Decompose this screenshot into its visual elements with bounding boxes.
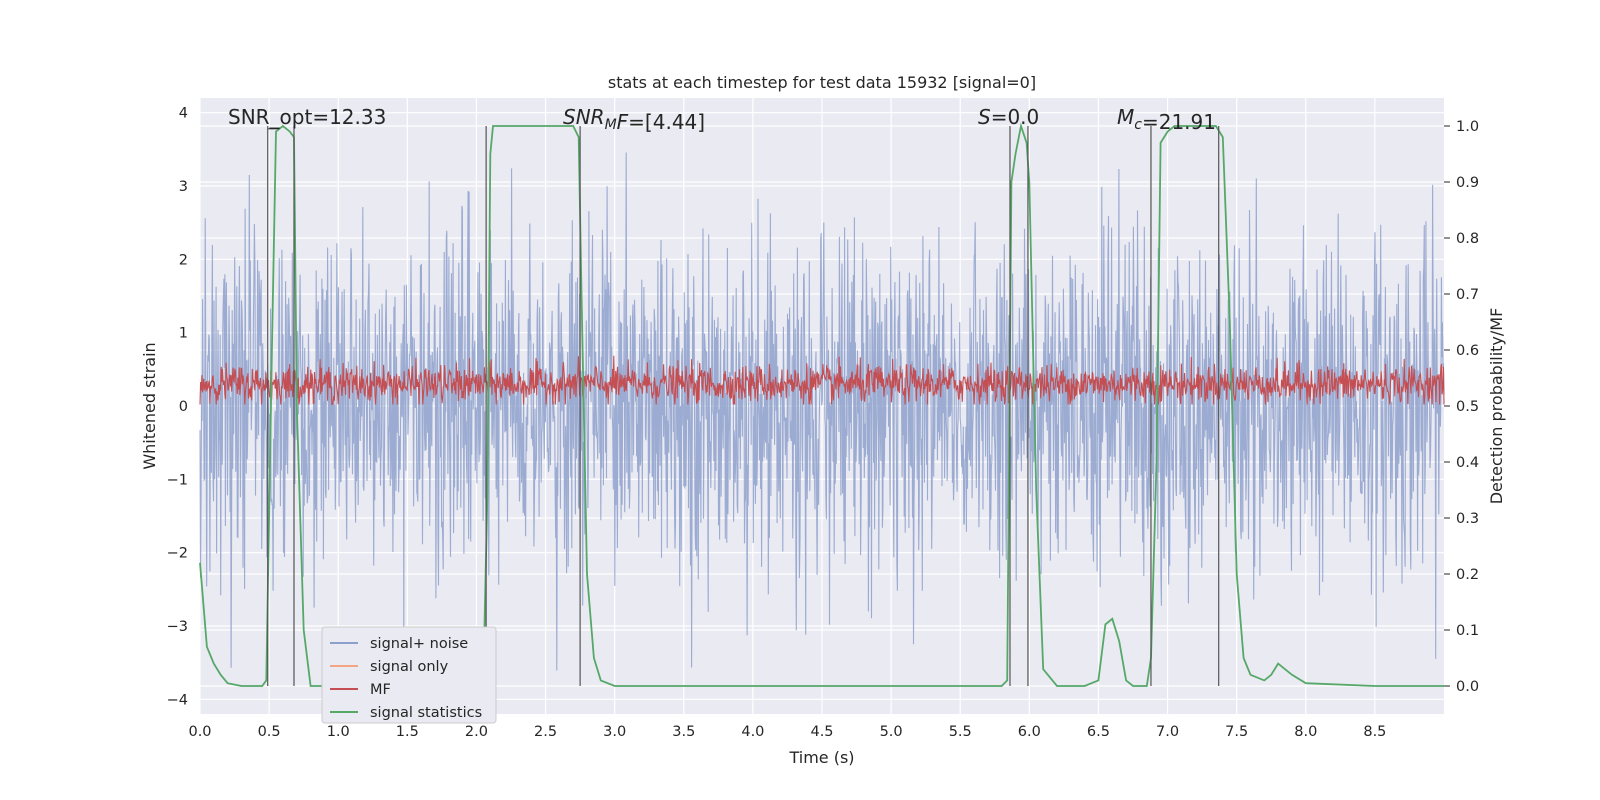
x-tick-label: 3.5 xyxy=(672,724,695,740)
x-tick-label: 2.5 xyxy=(534,724,557,740)
series-signal-statistics xyxy=(199,122,1444,687)
y-left-tick-label: 0 xyxy=(179,399,188,415)
x-tick-label: 1.5 xyxy=(396,724,419,740)
y-right-tick-label: 1.0 xyxy=(1456,119,1479,135)
y-right-tick-labels: 1.0 0.9 0.8 0.7 0.6 0.5 0.4 0.3 0.2 0.1 0.0 xyxy=(1444,119,1479,695)
x-tick-label: 3.0 xyxy=(603,724,626,740)
series-mf xyxy=(199,355,1445,406)
x-tick-label: 6.5 xyxy=(1087,724,1110,740)
annotation: Mc=21.91 xyxy=(1117,105,1216,134)
y-left-axis-label: Whitened strain xyxy=(140,342,159,469)
legend-box xyxy=(321,626,497,724)
noise-line xyxy=(199,152,1445,671)
y-right-tick-label: 0.9 xyxy=(1456,175,1479,191)
chart-title: stats at each timestep for test data 159… xyxy=(608,73,1036,92)
y-left-tick-label: −2 xyxy=(167,546,188,562)
y-left-tick-label: 3 xyxy=(179,179,188,195)
y-right-tick-label: 0.1 xyxy=(1456,623,1479,639)
x-tick-label: 4.0 xyxy=(741,724,764,740)
x-tick-label: 8.5 xyxy=(1363,724,1386,740)
y-left-tick-label: −1 xyxy=(167,472,188,488)
x-tick-label: 6.0 xyxy=(1018,724,1041,740)
legend-label: signal+ noise xyxy=(370,636,468,652)
y-left-tick-label: 1 xyxy=(179,326,188,342)
x-tick-label: 7.0 xyxy=(1156,724,1179,740)
annotation: SNRMF=[4.44] xyxy=(563,105,705,134)
y-right-tick-label: 0.8 xyxy=(1456,231,1479,247)
y-left-tick-label: 4 xyxy=(179,106,188,122)
y-left-tick-labels: 4 3 2 1 0 −1 −2 −3 −4 xyxy=(167,106,188,709)
y-left-tick-label: −4 xyxy=(167,692,188,708)
x-tick-label: 1.0 xyxy=(327,724,350,740)
legend-label: signal only xyxy=(370,659,449,675)
annotation: S=0.0 xyxy=(978,105,1039,129)
y-right-tick-label: 0.5 xyxy=(1456,399,1479,415)
series-signal-noise xyxy=(199,152,1445,671)
x-tick-label: 7.5 xyxy=(1225,724,1248,740)
vertical-markers xyxy=(267,126,1220,686)
x-tick-label: 8.0 xyxy=(1294,724,1317,740)
legend-label: MF xyxy=(370,682,391,698)
x-axis-label: Time (s) xyxy=(788,748,854,767)
x-tick-label: 2.0 xyxy=(465,724,488,740)
y-right-tick-label: 0.7 xyxy=(1456,287,1479,303)
mf-line xyxy=(199,355,1445,406)
y-left-tick-label: −3 xyxy=(167,619,188,635)
x-tick-label: 4.5 xyxy=(810,724,833,740)
y-right-tick-label: 0.0 xyxy=(1456,679,1479,695)
y-right-tick-label: 0.6 xyxy=(1456,343,1479,359)
annotations: SNR_opt=12.33 SNRMF=[4.44] S=0.0 Mc=21.91 xyxy=(228,105,1216,134)
x-tick-label: 5.5 xyxy=(949,724,972,740)
legend-label: signal statistics xyxy=(370,705,482,721)
y-right-tick-label: 0.2 xyxy=(1456,567,1479,583)
x-tick-label: 5.0 xyxy=(880,724,903,740)
y-right-tick-label: 0.3 xyxy=(1456,511,1479,527)
legend: signal+ noise signal only MF signal statist… xyxy=(321,626,497,724)
y-left-tick-label: 2 xyxy=(179,252,188,268)
x-tick-label: 0.5 xyxy=(258,724,281,740)
x-tick-label: 0.0 xyxy=(188,724,211,740)
y-right-tick-label: 0.4 xyxy=(1456,455,1479,471)
x-tick-labels: 0.0 0.5 1.0 1.5 2.0 2.5 3.0 3.5 4.0 4.5 5.0 5.5 6.0 6… xyxy=(188,724,1386,740)
annotation: SNR_opt=12.33 xyxy=(228,105,386,129)
signal-statistics-line xyxy=(199,122,1444,687)
y-right-axis-label: Detection probability/MF xyxy=(1487,308,1506,505)
